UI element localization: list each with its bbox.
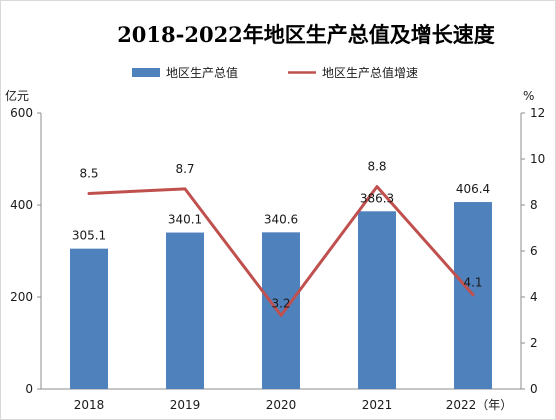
right-tick-label: 10 (530, 152, 545, 166)
x-category-label: 2019 (170, 398, 201, 412)
gdp-value-label: 305.1 (72, 229, 106, 243)
left-axis-unit: 亿元 (5, 88, 29, 103)
gdp-bar (70, 248, 108, 389)
right-tick-label: 2 (530, 336, 538, 350)
growth-rate-label: 4.1 (463, 276, 482, 290)
left-tick-label: 0 (25, 382, 33, 396)
legend-line-label: 地区生产总值增速 (322, 65, 418, 80)
gdp-value-label: 340.1 (168, 213, 202, 227)
x-category-label: 2020 (266, 398, 297, 412)
legend-bar-label: 地区生产总值 (166, 65, 238, 80)
gdp-bar (166, 232, 204, 389)
gdp-bar (358, 211, 396, 389)
right-axis-unit: % (523, 89, 534, 103)
growth-rate-label: 8.5 (79, 167, 98, 181)
data-labels: 305.1 340.1 340.6 386.3 406.4 8.5 8.7 3.2 8.8 4.1 (72, 160, 490, 311)
right-tick-label: 4 (530, 290, 538, 304)
left-tick-label: 600 (10, 106, 33, 120)
right-tick-label: 12 (530, 106, 545, 120)
growth-rate-label: 3.2 (271, 296, 290, 310)
growth-rate-label: 8.8 (367, 160, 386, 174)
right-tick-label: 8 (530, 198, 538, 212)
growth-rate-label: 8.7 (175, 162, 194, 176)
x-category-label: 2021 (362, 398, 393, 412)
growth-rate-line (87, 185, 475, 317)
left-tick-label: 200 (10, 290, 33, 304)
axes: 0 200 400 600 0 2 4 6 8 10 12 2018 2019 2020 2021 2022（… (10, 106, 545, 412)
chart-title: 2018-2022年地区生产总值及增长速度 (117, 22, 495, 47)
right-tick-label: 0 (530, 382, 538, 396)
gdp-value-label: 340.6 (264, 212, 298, 226)
gdp-value-label: 386.3 (360, 191, 394, 205)
bars (70, 202, 492, 389)
x-category-label: 2018 (74, 398, 105, 412)
legend-bar-swatch (132, 68, 160, 77)
growth-line-layer (87, 185, 475, 317)
right-tick-label: 6 (530, 244, 538, 258)
left-tick-label: 400 (10, 198, 33, 212)
legend: 地区生产总值 地区生产总值增速 (132, 65, 418, 80)
gdp-value-label: 406.4 (456, 182, 490, 196)
x-category-label: 2022（年） (446, 398, 513, 412)
gdp-bar (262, 232, 300, 389)
